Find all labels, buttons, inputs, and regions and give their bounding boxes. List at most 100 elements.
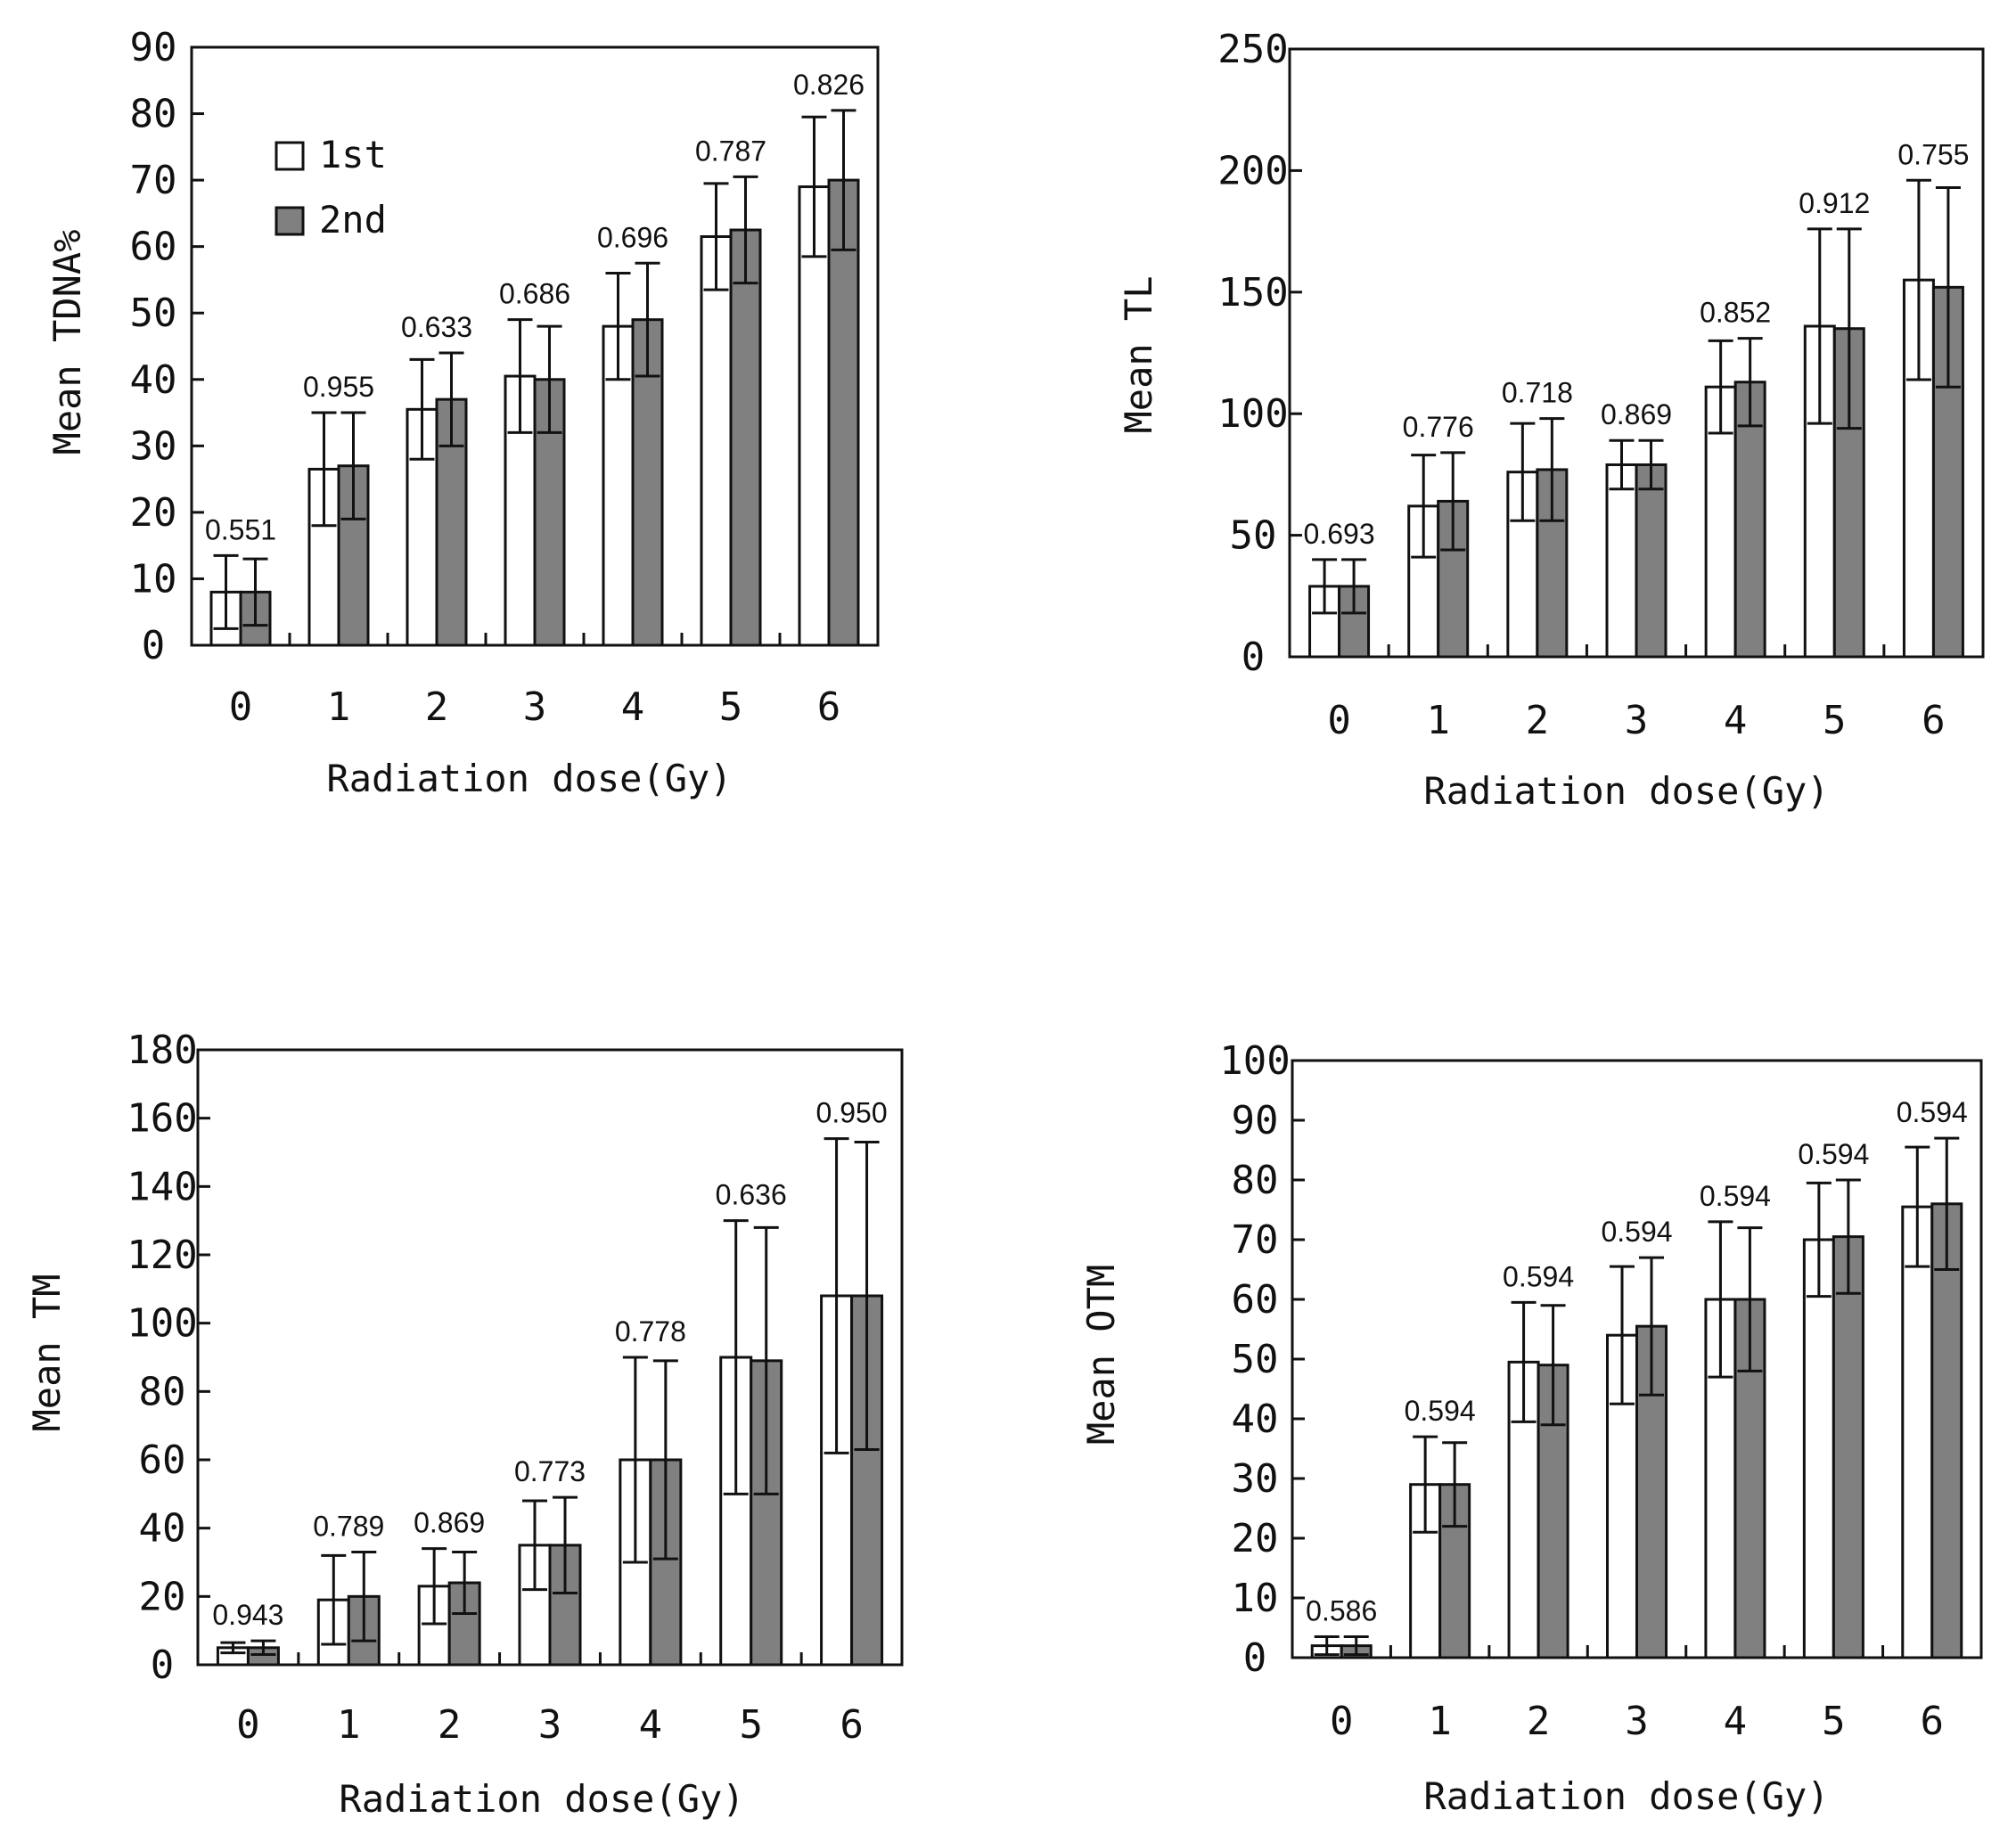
bar-1st-6: [1901, 1205, 1934, 1659]
ylabel-tm: Mean TM: [25, 1274, 69, 1431]
bar-2nd-3: [1635, 463, 1668, 659]
y-tick-label: 60: [1232, 1277, 1279, 1323]
data-label: 0.594: [1601, 1216, 1672, 1248]
legend: 1st 2nd: [275, 133, 387, 242]
x-tick-label: 1: [327, 684, 351, 730]
data-label: 0.912: [1799, 187, 1870, 219]
data-label: 0.852: [1700, 297, 1771, 329]
y-tick-label: 60: [130, 225, 177, 270]
data-label: 0.594: [1798, 1138, 1869, 1170]
x-tick-label: 3: [538, 1702, 562, 1748]
y-tick-label: 80: [130, 92, 177, 137]
legend-label-1st: 1st: [319, 133, 387, 176]
x-tick-label: 0: [1330, 1699, 1354, 1744]
bar-2nd-6: [827, 178, 860, 647]
x-tick-label: 5: [1823, 698, 1847, 743]
y-tick-label: 100: [127, 1301, 197, 1347]
data-label: 0.755: [1897, 138, 1969, 170]
x-tick-label: 4: [639, 1702, 663, 1748]
x-tick-label: 3: [1625, 1699, 1649, 1744]
bar-1st-3: [1605, 463, 1638, 659]
x-tick-label: 6: [840, 1702, 864, 1748]
legend-swatch-1st: [275, 141, 305, 171]
y-tick-label: 50: [130, 291, 177, 336]
xlabel-tl: Radiation dose(Gy): [1423, 769, 1829, 813]
y-tick-label: 20: [130, 490, 177, 536]
y-tick-label: 70: [130, 158, 177, 203]
data-label: 0.826: [793, 69, 865, 101]
x-tick-label: 1: [337, 1702, 361, 1748]
data-label: 0.787: [695, 135, 766, 167]
x-tick-label: 5: [739, 1702, 763, 1748]
x-tick-label: 1: [1426, 698, 1450, 743]
y-tick-label: 100: [1219, 1038, 1290, 1084]
ylabel-tdna: Mean TDNA%: [45, 230, 89, 455]
x-tick-label: 5: [719, 684, 743, 730]
xlabel-otm: Radiation dose(Gy): [1423, 1774, 1829, 1818]
y-tick-label: 40: [1232, 1397, 1279, 1442]
y-tick-label: 0: [151, 1642, 175, 1688]
x-tick-label: 3: [1625, 698, 1649, 743]
x-tick-label: 2: [425, 684, 449, 730]
panel-tdna: Mean TDNA% Radiation dose(Gy) 1st 2nd 0 1…: [45, 25, 880, 800]
x-tick-label: 2: [1527, 1699, 1551, 1744]
data-label: 0.943: [212, 1599, 283, 1631]
bar-2nd-6: [1930, 1202, 1963, 1659]
x-tick-label: 2: [438, 1702, 462, 1748]
x-tick-label: 1: [1428, 1699, 1452, 1744]
data-label: 0.869: [414, 1507, 485, 1539]
bar-1st-5: [700, 234, 733, 647]
y-tick-label: 40: [139, 1506, 186, 1552]
data-label: 0.586: [1306, 1595, 1377, 1627]
y-tick-label: 80: [1232, 1158, 1279, 1203]
ylabel-otm: Mean OTM: [1079, 1265, 1123, 1445]
y-tick-label: 0: [1243, 1635, 1267, 1681]
y-tick-label: 40: [130, 357, 177, 403]
panel-tm: Mean TM Radiation dose(Gy) 0204060801001…: [25, 1028, 904, 1821]
legend-swatch-2nd: [275, 206, 305, 236]
bar-2nd-5: [1832, 1235, 1864, 1659]
x-tick-label: 3: [523, 684, 547, 730]
y-tick-label: 90: [1232, 1098, 1279, 1143]
y-tick-label: 50: [1232, 1337, 1279, 1382]
y-tick-label: 30: [130, 423, 177, 469]
data-label: 0.950: [816, 1097, 888, 1129]
data-label: 0.594: [1897, 1096, 1968, 1128]
legend-label-2nd: 2nd: [319, 198, 387, 242]
data-label: 0.955: [303, 371, 374, 403]
x-tick-label: 2: [1526, 698, 1550, 743]
y-tick-label: 150: [1217, 270, 1288, 315]
y-tick-label: 0: [1242, 635, 1266, 680]
x-tick-label: 6: [817, 684, 841, 730]
y-tick-label: 250: [1217, 27, 1288, 72]
bar-2nd-5: [729, 228, 762, 647]
y-tick-label: 60: [139, 1438, 186, 1483]
data-label: 0.686: [499, 278, 570, 310]
data-label: 0.594: [1405, 1395, 1476, 1427]
y-tick-label: 30: [1232, 1456, 1279, 1502]
data-label: 0.696: [597, 221, 668, 253]
data-label: 0.636: [716, 1179, 787, 1211]
y-tick-label: 10: [130, 556, 177, 602]
panel-otm: Mean OTM Radiation dose(Gy) 010203040506…: [1079, 1038, 1983, 1818]
y-tick-label: 120: [127, 1233, 197, 1278]
xlabel-tdna: Radiation dose(Gy): [326, 757, 732, 800]
data-label: 0.869: [1601, 398, 1672, 430]
data-label: 0.776: [1403, 411, 1474, 443]
data-label: 0.594: [1700, 1180, 1771, 1212]
x-tick-label: 5: [1822, 1699, 1846, 1744]
y-tick-label: 0: [142, 623, 166, 668]
data-label: 0.693: [1304, 518, 1375, 550]
xlabel-tm: Radiation dose(Gy): [339, 1777, 744, 1821]
y-tick-label: 70: [1232, 1217, 1279, 1263]
bar-2nd-6: [1931, 285, 1964, 659]
ylabel-tl: Mean TL: [1117, 275, 1160, 433]
y-tick-label: 80: [139, 1369, 186, 1414]
x-tick-label: 4: [621, 684, 645, 730]
x-tick-label: 4: [1724, 1699, 1748, 1744]
x-tick-label: 6: [1922, 698, 1946, 743]
y-tick-label: 140: [127, 1164, 197, 1209]
data-label: 0.633: [401, 311, 472, 343]
y-tick-label: 10: [1232, 1576, 1279, 1621]
y-tick-label: 100: [1217, 391, 1288, 437]
